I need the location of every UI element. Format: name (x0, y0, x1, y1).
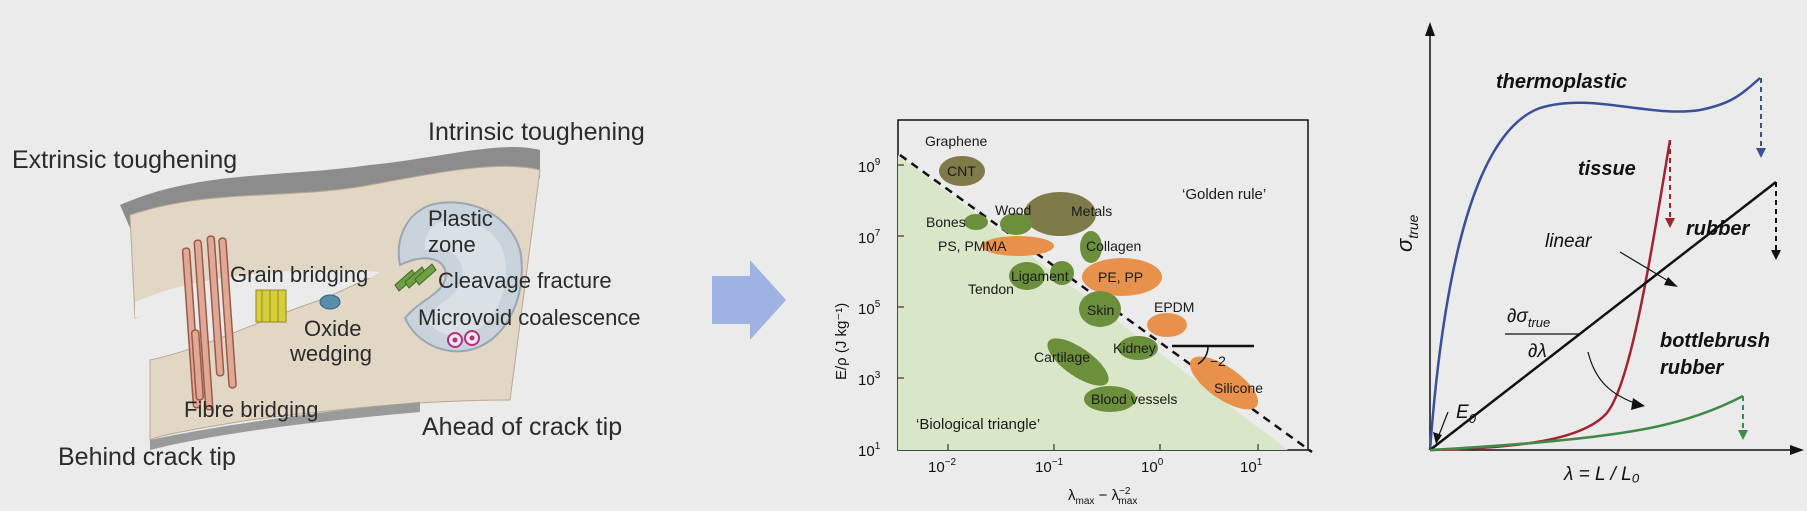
linear-label: linear (1545, 231, 1592, 252)
extrinsic-title: Extrinsic toughening (12, 146, 237, 174)
lower-grip-shadow (150, 402, 420, 450)
deriv-denominator: ∂λ (1528, 341, 1547, 362)
x-tick-1em1: 10−1 (1035, 457, 1064, 476)
grain-bridging-icon (255, 289, 287, 323)
ahead-label: Ahead of crack tip (422, 413, 622, 441)
bubble-bones (964, 214, 988, 230)
deriv-pointer-arrow-icon (1631, 398, 1645, 410)
label-blood-vessels: Blood vessels (1091, 391, 1177, 407)
bubble-wood (1000, 213, 1032, 235)
bubble-pspmma (982, 236, 1054, 256)
label-cnt: CNT (947, 163, 976, 179)
bottlebrush-curve (1429, 394, 1744, 452)
bubble-cnt (939, 156, 985, 186)
label-collagen: Collagen (1086, 238, 1141, 254)
stress-strain-plot: thermoplastic tissue rubber bottlebrush … (1392, 22, 1804, 485)
cleavage-facets-icon (394, 263, 437, 292)
x-ticks (947, 444, 1259, 450)
label-cartilage: Cartilage (1034, 349, 1090, 365)
label-wood: Wood (995, 202, 1031, 218)
bubble-blood-vessels (1084, 386, 1136, 412)
label-epdm: EPDM (1154, 299, 1194, 315)
grain-bridging-label: Grain bridging (230, 262, 368, 287)
e0-label: E0 (1456, 402, 1477, 426)
microvoid-label: Microvoid coalescence (418, 305, 641, 330)
slope-arc (1197, 345, 1209, 365)
plastic-label-1: Plastic (428, 206, 493, 231)
x-axis-label: λ = L / L₀ (1563, 464, 1640, 485)
slope-label: −2 (1210, 353, 1226, 369)
linear-pointer-arrow-icon (1664, 277, 1678, 287)
y-axis-label: σtrue (1392, 214, 1421, 252)
ashby-plot: −2 Graphene CNT Bones Wood Metals PS, PM… (833, 119, 1313, 507)
x-tick-1e1: 101 (1240, 457, 1263, 476)
x-tick-labels: 10−2 10−1 100 101 (928, 457, 1263, 476)
oxide-wedge-icon (319, 294, 341, 310)
label-kidney: Kidney (1113, 340, 1156, 356)
label-pepp: PE, PP (1098, 269, 1143, 285)
fibre-bridging-label: Fibre bridging (184, 397, 319, 422)
x-axis-label: λmax − λ−2 max (1068, 486, 1137, 507)
label-metals: Metals (1071, 203, 1112, 219)
y-tick-1e3: 103 (858, 370, 881, 389)
plastic-zone-inner (424, 220, 506, 336)
label-ligament: Ligament (1011, 268, 1069, 284)
y-tick-1e1: 101 (858, 441, 881, 460)
y-tick-1e5: 105 (858, 299, 881, 318)
oxide-label-1: Oxide (304, 316, 361, 341)
thermoplastic-drop-arrow-icon (1756, 148, 1766, 158)
rubber-drop-arrow-icon (1771, 250, 1781, 260)
label-bones: Bones (926, 214, 966, 230)
right-arrow-icon (712, 260, 786, 340)
y-axis-arrow-icon (1425, 22, 1435, 36)
intrinsic-title: Intrinsic toughening (428, 118, 645, 146)
linear-pointer (1619, 251, 1676, 286)
x-tick-1em2: 10−2 (928, 457, 957, 476)
y-tick-1e7: 107 (858, 228, 881, 247)
bubble-tendon (1050, 261, 1074, 285)
e0-pointer-arrow-icon (1433, 432, 1442, 444)
microvoid-icon (447, 330, 480, 348)
oxide-label-2: wedging (289, 341, 372, 366)
x-axis-arrow-icon (1790, 445, 1804, 455)
bubble-epdm (1147, 313, 1187, 337)
crack-diagram: Extrinsic toughening Intrinsic toughenin… (12, 118, 645, 471)
y-ticks (898, 164, 904, 379)
rubber-label: rubber (1686, 218, 1751, 240)
behind-label: Behind crack tip (58, 443, 236, 471)
thermoplastic-label: thermoplastic (1496, 71, 1627, 93)
deriv-numerator: ∂σtrue (1507, 306, 1550, 330)
biological-triangle-label: ‘Biological triangle’ (916, 416, 1040, 433)
bubble-metals (1024, 192, 1096, 236)
y-axis-label: E/ρ (J kg⁻¹) (833, 303, 850, 380)
bubble-kidney (1118, 336, 1158, 360)
bubble-silicone (1189, 356, 1259, 410)
label-silicone: Silicone (1214, 380, 1263, 396)
plastic-label-2: zone (428, 232, 476, 257)
label-skin: Skin (1087, 302, 1114, 318)
thermoplastic-curve (1428, 77, 1761, 451)
rubber-curve (1429, 181, 1777, 451)
bubble-skin (1079, 291, 1121, 327)
label-pspmma: PS, PMMA (938, 238, 1007, 254)
x-tick-1e0: 100 (1141, 457, 1164, 476)
bottlebrush-label-1: bottlebrush (1660, 330, 1770, 352)
label-graphene: Graphene (925, 133, 987, 149)
fibre-bridging-icon (181, 235, 237, 411)
bubble-cartilage (1047, 338, 1109, 386)
cleavage-label: Cleavage fracture (438, 268, 612, 293)
crack-opening (135, 270, 380, 318)
tissue-drop-arrow-icon (1665, 218, 1675, 228)
y-tick-labels: 109 107 105 103 101 (858, 157, 881, 460)
tissue-label: tissue (1578, 158, 1636, 180)
deriv-pointer (1587, 351, 1641, 406)
y-tick-1e9: 109 (858, 157, 881, 176)
golden-rule-label: ‘Golden rule’ (1182, 186, 1266, 203)
bottlebrush-drop-arrow-icon (1738, 430, 1748, 440)
bottlebrush-label-2: rubber (1660, 357, 1725, 379)
label-tendon: Tendon (968, 281, 1014, 297)
bubble-pepp (1082, 258, 1162, 296)
bubble-collagen (1080, 231, 1102, 263)
bubble-ligament (1009, 262, 1045, 290)
